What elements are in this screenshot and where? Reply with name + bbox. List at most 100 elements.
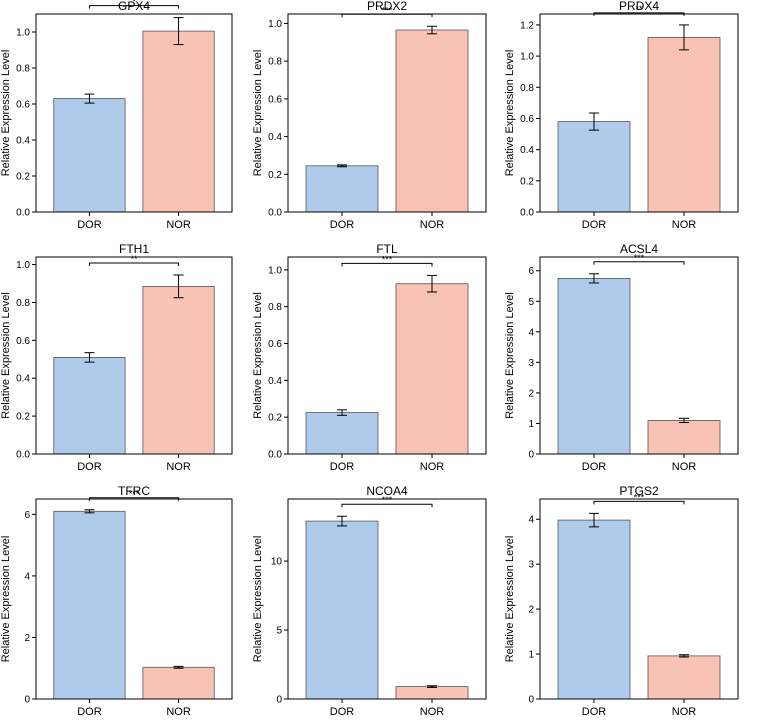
- x-tick-label: DOR: [77, 219, 102, 231]
- chart-panel-ptgs2: DOR NOR 0 1 2 3 4 PTGS2 Relative Expression Leve…: [504, 484, 739, 718]
- y-tick-label: 0.0: [520, 208, 534, 219]
- y-axis-label: Relative Expression Level: [0, 292, 12, 419]
- y-tick-label: 0.4: [268, 132, 282, 143]
- x-tick-label: NOR: [672, 461, 697, 473]
- y-tick-label: 10: [271, 557, 283, 568]
- bar-dor: [53, 98, 126, 213]
- significance-bracket: [341, 13, 433, 18]
- chart-title: TFRC: [118, 484, 150, 498]
- plot-frame: [539, 498, 739, 700]
- y-tick-label: 0.2: [520, 176, 534, 187]
- bar-dor: [305, 520, 379, 700]
- y-axis-label: Relative Expression Level: [504, 50, 516, 177]
- y-tick-label: 1.0: [520, 52, 534, 63]
- chart-title: GPX4: [118, 0, 150, 13]
- y-tick-label: 0: [528, 695, 534, 706]
- significance-label: **: [635, 4, 643, 14]
- bar-nor: [395, 29, 469, 213]
- chart-panel-prdx4: DOR NOR 0.0 0.2 0.4 0.6 0.8 1.0 1.2 PRDX4 Relative…: [504, 0, 739, 231]
- chart-panel-gpx4: DOR NOR 0.0 0.2 0.4 0.6 0.8 1.0 GPX4 Relative Exp…: [0, 0, 233, 231]
- chart-title: PRDX2: [367, 0, 407, 13]
- y-tick-label: 0.6: [16, 336, 30, 347]
- x-tick-label: NOR: [420, 706, 445, 718]
- x-tick-label: DOR: [77, 706, 102, 718]
- y-tick-label: 0.2: [16, 172, 30, 183]
- bar-nor: [647, 37, 721, 213]
- significance-bracket: [88, 5, 180, 9]
- y-tick-label: 4: [528, 327, 534, 338]
- y-tick-label: 0: [528, 450, 534, 461]
- bar-dor: [53, 510, 126, 700]
- significance-bracket: [88, 262, 180, 266]
- plot-frame: [287, 498, 487, 700]
- y-tick-label: 1: [528, 650, 534, 661]
- y-tick-label: 0.4: [16, 136, 30, 147]
- significance-label: **: [130, 254, 138, 264]
- y-tick-label: 5: [276, 626, 282, 637]
- bar-dor: [557, 519, 631, 700]
- y-tick-label: 0.6: [268, 339, 282, 350]
- y-tick-label: 0.8: [520, 83, 534, 94]
- y-tick-label: 0.0: [16, 208, 30, 219]
- x-tick-label: NOR: [672, 219, 697, 231]
- bar-nor: [647, 419, 721, 455]
- y-tick-label: 1.0: [268, 265, 282, 276]
- y-tick-label: 0.8: [16, 298, 30, 309]
- y-tick-label: 3: [528, 560, 534, 571]
- x-tick-label: DOR: [582, 706, 607, 718]
- chart-panel-ftl: DOR NOR 0.0 0.2 0.4 0.6 0.8 1.0 FTL Relative Expr…: [252, 242, 487, 473]
- y-tick-label: 6: [528, 266, 534, 277]
- y-tick-label: 0.8: [268, 57, 282, 68]
- y-tick-label: 1.2: [520, 20, 534, 31]
- y-tick-label: 0.6: [16, 100, 30, 111]
- y-tick-label: 0: [24, 695, 30, 706]
- y-tick-label: 0.0: [16, 450, 30, 461]
- y-tick-label: 0.0: [268, 208, 282, 219]
- significance-label: ***: [382, 5, 393, 15]
- bar-dor: [305, 412, 379, 455]
- x-tick-label: NOR: [420, 461, 445, 473]
- y-axis-label: Relative Expression Level: [504, 292, 516, 419]
- significance-bracket: [593, 261, 685, 265]
- chart-panel-tfrc: DOR NOR 0 2 4 6 TFRC Relative Expression Level *…: [0, 484, 233, 718]
- y-tick-label: 0.2: [16, 412, 30, 423]
- y-tick-label: 6: [24, 510, 30, 521]
- bar-dor: [557, 121, 631, 213]
- bar-nor: [142, 285, 215, 455]
- y-tick-label: 0.2: [268, 413, 282, 424]
- y-tick-label: 0.8: [16, 64, 30, 75]
- chart-title: FTH1: [119, 242, 149, 256]
- y-tick-label: 5: [528, 297, 534, 308]
- y-axis-label: Relative Expression Level: [252, 292, 264, 419]
- y-tick-label: 1.0: [16, 28, 30, 39]
- plot-frame: [539, 256, 739, 455]
- y-tick-label: 4: [528, 515, 534, 526]
- significance-label: ***: [634, 492, 645, 502]
- y-tick-label: 0.4: [520, 145, 534, 156]
- y-tick-label: 0.2: [268, 170, 282, 181]
- x-tick-label: DOR: [77, 461, 102, 473]
- significance-bracket: [341, 503, 433, 508]
- y-axis-label: Relative Expression Level: [252, 50, 264, 177]
- y-tick-label: 2: [528, 388, 534, 399]
- y-tick-label: 1.0: [268, 19, 282, 30]
- significance-label: ***: [634, 253, 645, 263]
- x-tick-label: DOR: [582, 219, 607, 231]
- bar-dor: [557, 277, 631, 455]
- chart-title: PRDX4: [619, 0, 659, 13]
- y-tick-label: 0: [276, 695, 282, 706]
- plot-frame: [35, 498, 233, 700]
- x-tick-label: DOR: [330, 706, 355, 718]
- plot-frame: [539, 13, 739, 213]
- chart-panel-fth1: DOR NOR 0.0 0.2 0.4 0.6 0.8 1.0 FTH1 Relative Exp…: [0, 242, 233, 473]
- y-axis-label: Relative Expression Level: [0, 50, 12, 177]
- y-tick-label: 0.8: [268, 302, 282, 313]
- bar-dor: [305, 165, 379, 213]
- y-tick-label: 4: [24, 571, 30, 582]
- significance-bracket: [593, 12, 685, 16]
- significance-bracket: [341, 262, 433, 267]
- y-tick-label: 0.6: [520, 114, 534, 125]
- bar-nor: [395, 283, 469, 455]
- y-tick-label: 1: [528, 419, 534, 430]
- chart-title: ACSL4: [620, 242, 658, 256]
